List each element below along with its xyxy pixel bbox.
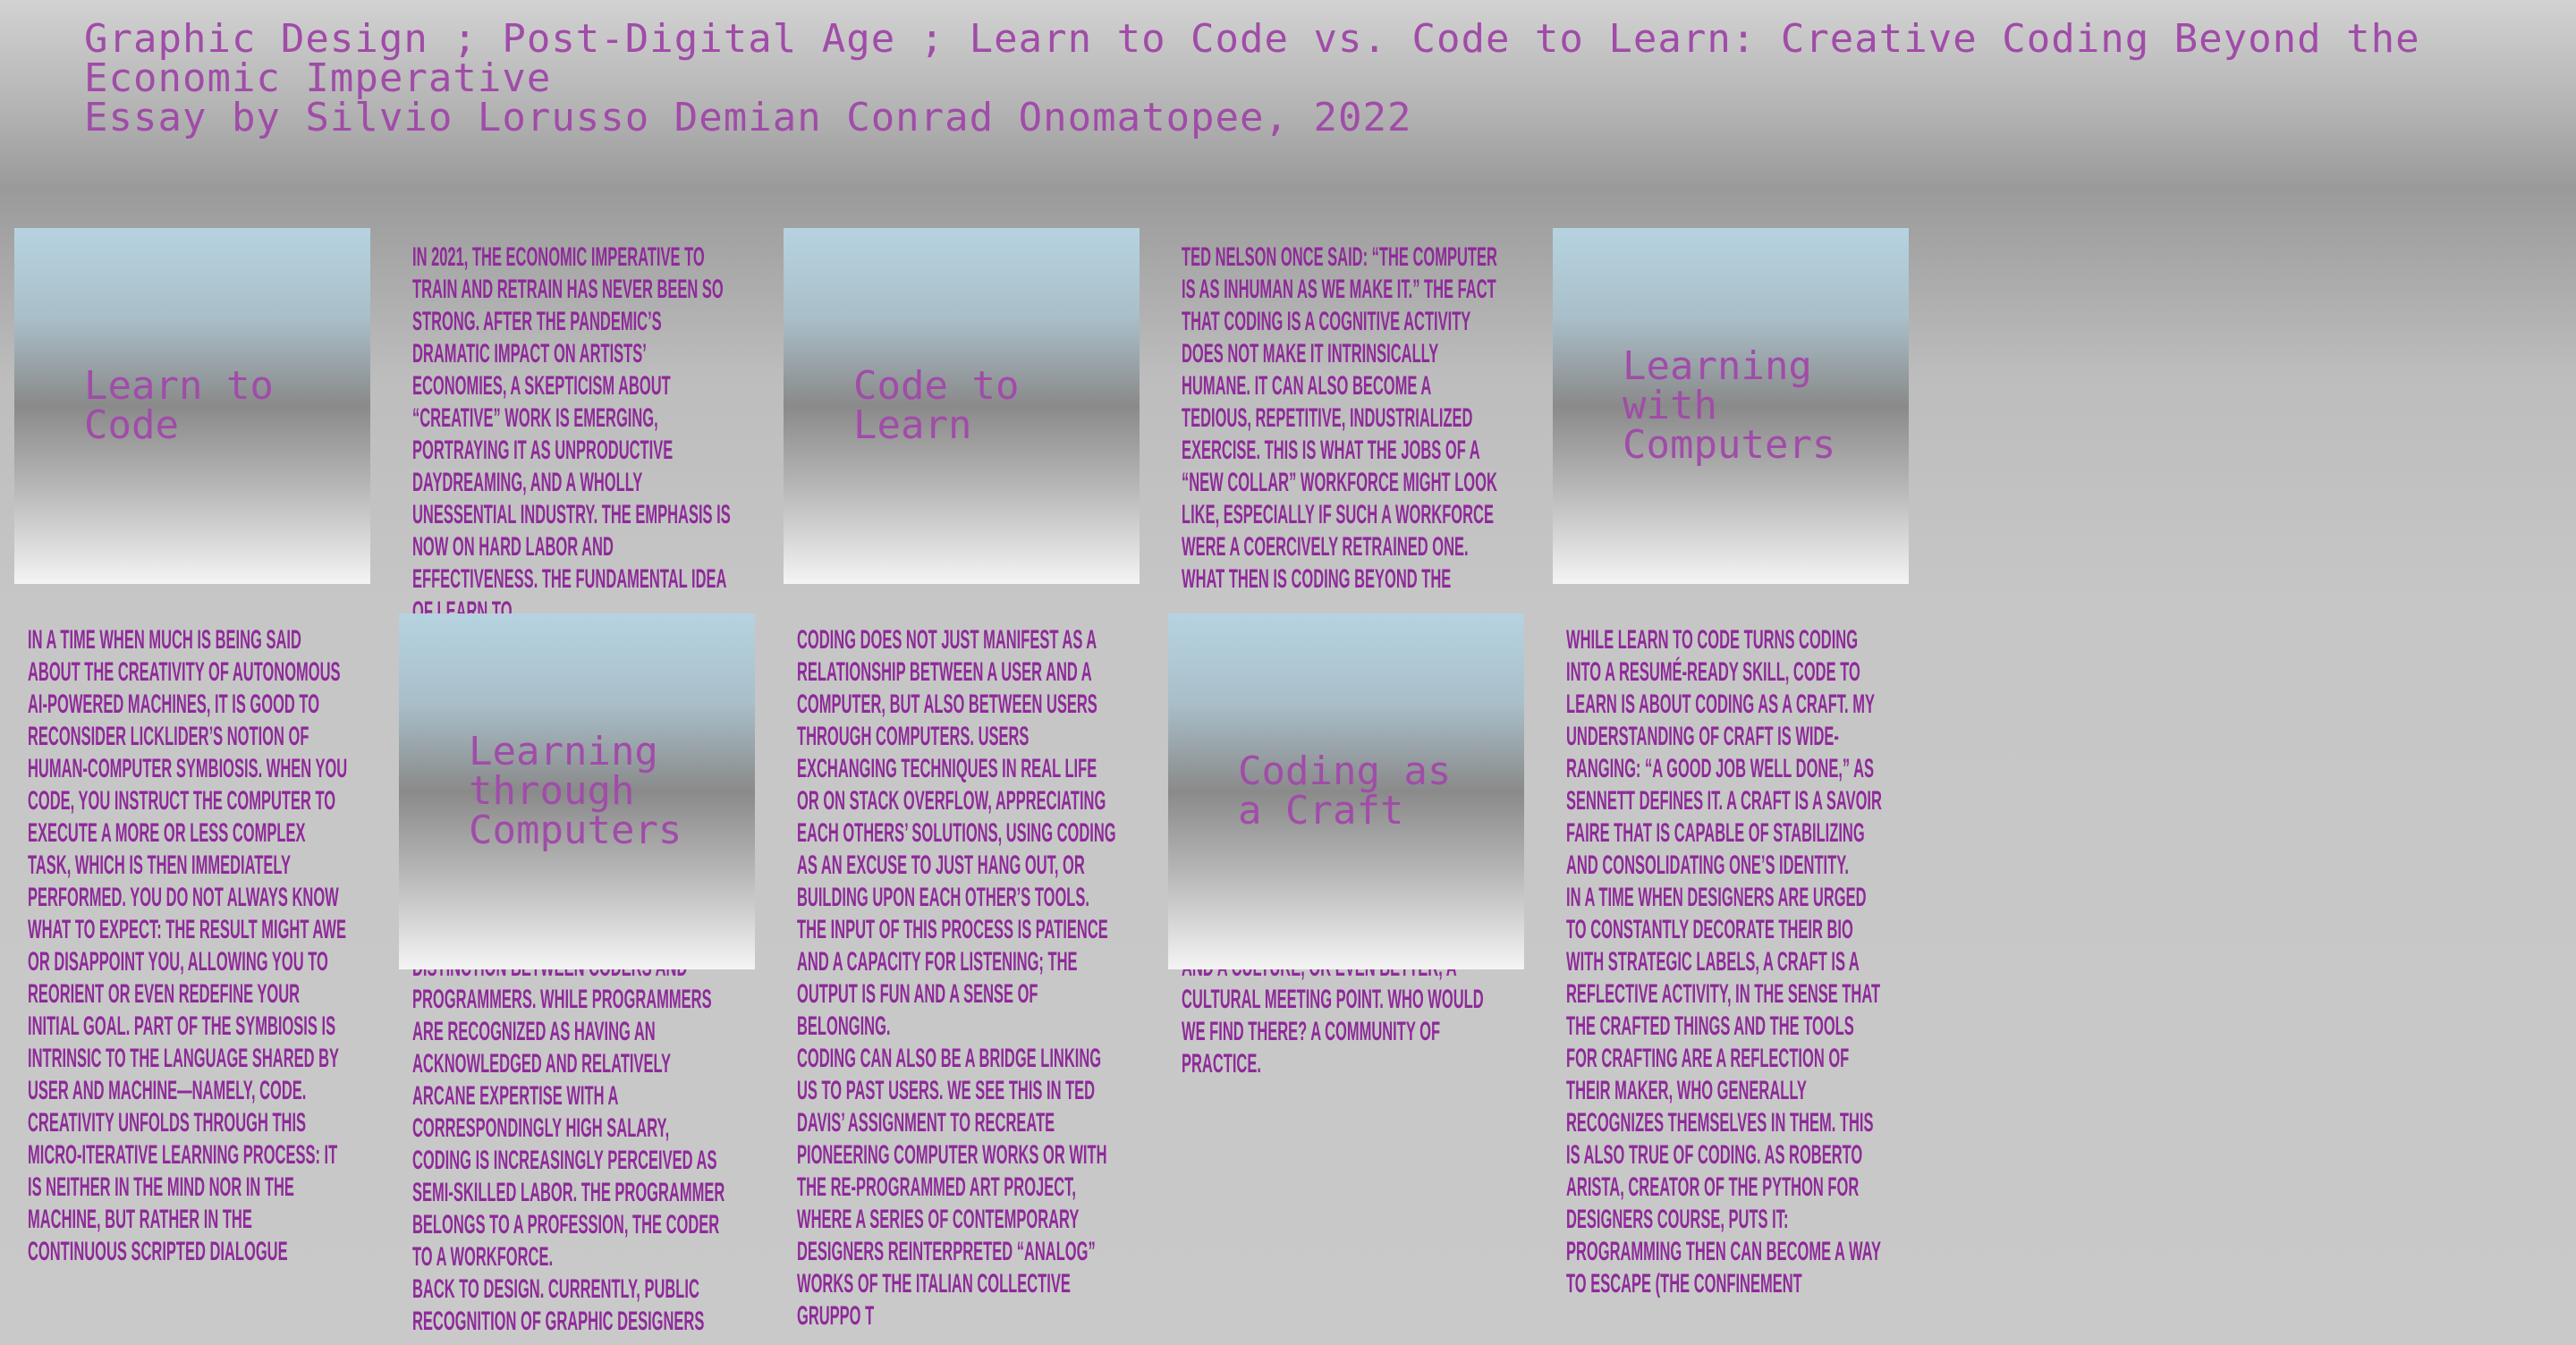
paragraph: and a culture, or even better, a cultura… [1182, 952, 1484, 1079]
paragraph: In a time when designers are urged to co… [1566, 883, 1881, 1298]
header: Graphic Design ; Post-Digital Age ; Lear… [84, 20, 2499, 138]
text-column: and a culture, or even better, a cultura… [1182, 952, 1502, 1080]
card-label: Learning with Computers [1623, 343, 1836, 468]
card[interactable]: Learning through Computers [399, 613, 755, 969]
card[interactable]: Learn to Code [14, 228, 370, 584]
text-column: While Learn to Code turns coding into a … [1566, 624, 1886, 1300]
text-column: Coding does not just manifest as a relat… [797, 624, 1117, 1332]
byline: Essay by Silvio Lorusso Demian Conrad On… [84, 95, 1412, 140]
card[interactable]: Learning with Computers [1553, 228, 1909, 584]
card-label: Learning through Computers [469, 729, 682, 853]
title: Graphic Design ; Post-Digital Age ; Lear… [84, 16, 2420, 101]
card-label: Coding as a Craft [1238, 749, 1452, 833]
paragraph: In a time when much is being said about … [28, 625, 348, 1105]
card-label: Learn to Code [84, 363, 274, 448]
text-column: distinction between coders and programme… [412, 952, 733, 1338]
text-column: In a time when much is being said about … [28, 624, 348, 1268]
paragraph: Back to design. Currently, public recogn… [412, 1274, 705, 1336]
card-label: Code to Learn [853, 363, 1020, 448]
paragraph: distinction between coders and programme… [412, 952, 725, 1272]
card[interactable]: Code to Learn [784, 228, 1140, 584]
paragraph: Creativity unfolds through this micro-it… [28, 1108, 338, 1266]
paragraph: While Learn to Code turns coding into a … [1566, 625, 1882, 880]
paragraph: Coding does not just manifest as a relat… [797, 625, 1116, 1041]
text-column: In 2021, the economic imperative to trai… [412, 241, 733, 617]
paragraph: In 2021, the economic imperative to trai… [412, 242, 731, 617]
paragraph: Coding can also be a bridge linking us t… [797, 1044, 1107, 1331]
card[interactable]: Coding as a Craft [1168, 613, 1524, 969]
text-column: Ted Nelson once said: “The computer is a… [1182, 241, 1502, 617]
paragraph: Ted Nelson once said: “The computer is a… [1182, 242, 1497, 594]
